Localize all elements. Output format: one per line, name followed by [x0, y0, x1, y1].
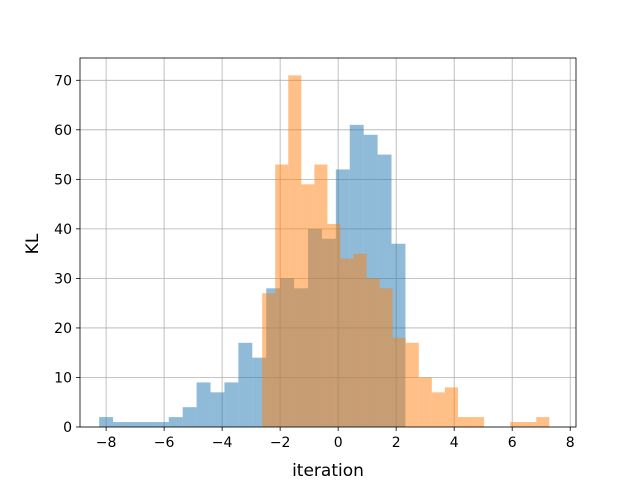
histogram-bar [392, 337, 406, 427]
plot-frame [79, 57, 577, 428]
histogram-bar [126, 422, 141, 427]
y-axis-label: KL [23, 233, 43, 254]
histogram-bar [470, 417, 485, 427]
x-tick-label: −4 [212, 435, 233, 451]
y-tick-label: 10 [54, 370, 72, 386]
histogram-bar [301, 184, 315, 427]
histogram-bar [405, 342, 419, 427]
histogram-bar [457, 417, 471, 427]
x-tick-label: 0 [334, 435, 343, 451]
histogram-bar [196, 382, 211, 427]
x-tick-label: 2 [392, 435, 401, 451]
histogram-bar [327, 223, 341, 427]
histogram-bar [288, 75, 302, 427]
x-tick-label: −2 [270, 435, 291, 451]
histogram-bar [182, 407, 197, 427]
histogram-bar [113, 422, 127, 427]
axes [79, 57, 577, 428]
x-tick-label: 6 [508, 435, 517, 451]
histogram-bar [379, 288, 393, 427]
histogram-bar [444, 387, 458, 427]
histogram-bar [210, 392, 225, 427]
ticks: −8 −6 −4 −2 0 2 4 6 8 0 10 20 30 40 50 60 70 [54, 73, 574, 451]
y-tick-label: 60 [54, 123, 72, 139]
histogram-bar [366, 278, 380, 427]
histogram-bars [99, 75, 550, 428]
y-tick-label: 40 [54, 222, 72, 238]
histogram-bar [353, 253, 367, 427]
histogram-bar [224, 382, 239, 427]
histogram-bar [536, 417, 550, 427]
x-axis-label: iteration [292, 461, 364, 480]
y-tick-label: 20 [54, 321, 72, 337]
histogram-bar [314, 164, 328, 427]
histogram-bar [510, 422, 524, 427]
x-tick-label: −6 [154, 435, 175, 451]
histogram-bar [262, 293, 276, 427]
y-tick-label: 70 [54, 73, 72, 89]
y-tick-label: 0 [63, 420, 72, 436]
histogram-bar [154, 422, 169, 427]
histogram-bar [523, 422, 537, 427]
histogram-bar [275, 164, 289, 427]
histogram-bar [238, 342, 253, 427]
histogram-series-2 [262, 75, 550, 427]
x-tick-label: 8 [566, 435, 575, 451]
x-tick-label: −8 [96, 435, 117, 451]
histogram-bar [418, 377, 432, 427]
histogram-bar [168, 417, 183, 427]
x-tick-label: 4 [450, 435, 459, 451]
histogram-bar [340, 258, 354, 427]
histogram-bar [431, 392, 445, 427]
y-tick-label: 50 [54, 172, 72, 188]
histogram-bar [99, 417, 114, 427]
histogram-bar [140, 422, 155, 427]
y-tick-label: 30 [54, 271, 72, 287]
